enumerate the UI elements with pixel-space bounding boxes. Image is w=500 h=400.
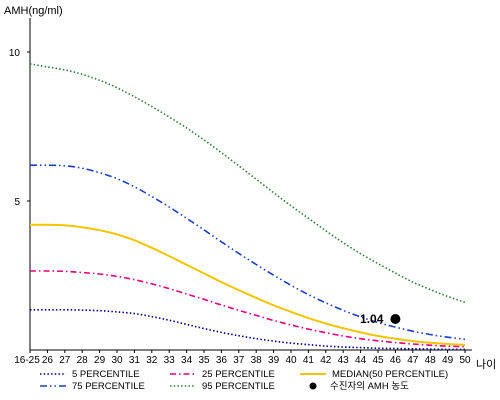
series-line-3 [29, 164, 466, 341]
x-tick-label: 16-25 [14, 355, 40, 366]
x-tick-label: 30 [111, 355, 123, 366]
y-ticks: 5 10 [9, 48, 30, 208]
markers: 1.04 [360, 312, 401, 326]
x-tick-label: 31 [129, 355, 141, 366]
y-tick-label: 5 [14, 197, 20, 208]
x-axis-title: 나이 [476, 358, 496, 371]
x-tick-label: 42 [320, 355, 332, 366]
y-axis-title: AMH(ng/ml) [4, 5, 63, 17]
legend-label-1: 25 PERCENTILE [202, 369, 275, 380]
series-line-2 [29, 223, 466, 346]
amh-marker-point [390, 314, 401, 325]
x-tick-label: 35 [198, 355, 210, 366]
x-tick-label: 50 [459, 355, 471, 366]
x-tick-label: 40 [285, 355, 297, 366]
x-tick-label: 45 [372, 355, 384, 366]
legend-label-4: 95 PERCENTILE [202, 381, 275, 392]
legend: 5 PERCENTILE 25 PERCENTILE MEDIAN(50 PERCE… [40, 369, 448, 392]
x-tick-label: 38 [251, 355, 263, 366]
x-tick-label: 48 [425, 355, 437, 366]
x-tick-label: 41 [303, 355, 315, 366]
legend-label-3: 75 PERCENTILE [72, 381, 145, 392]
series-line-0 [30, 308, 466, 351]
x-tick-label: 36 [216, 355, 228, 366]
x-tick-label: 27 [59, 355, 71, 366]
series-lines [29, 63, 466, 351]
x-tick-label: 28 [77, 355, 89, 366]
x-tick-label: 26 [42, 355, 54, 366]
x-tick-label: 49 [442, 355, 454, 366]
x-tick-label: 47 [407, 355, 419, 366]
x-ticks: 16-25 26 27 28 29 30 31 32 33 34 35 36 37 38 39 40 41 42 4… [14, 350, 471, 366]
axes [29, 18, 472, 351]
legend-label-2: MEDIAN(50 PERCENTILE) [332, 369, 448, 380]
legend-marker-swatch [309, 382, 317, 390]
x-tick-label: 33 [164, 355, 176, 366]
x-tick-label: 39 [268, 355, 280, 366]
x-tick-label: 43 [338, 355, 350, 366]
x-tick-label: 34 [181, 355, 193, 366]
legend-marker-label: 수진자의 AMH 농도 [330, 381, 409, 392]
x-tick-label: 29 [94, 355, 106, 366]
x-tick-label: 44 [355, 355, 367, 366]
series-line-4 [29, 63, 466, 304]
series-line-1 [29, 270, 466, 348]
legend-label-0: 5 PERCENTILE [72, 369, 140, 380]
x-tick-label: 46 [390, 355, 402, 366]
y-tick-label: 10 [9, 48, 21, 59]
x-tick-label: 37 [233, 355, 245, 366]
x-tick-label: 32 [146, 355, 158, 366]
amh-marker-label: 1.04 [360, 312, 384, 326]
